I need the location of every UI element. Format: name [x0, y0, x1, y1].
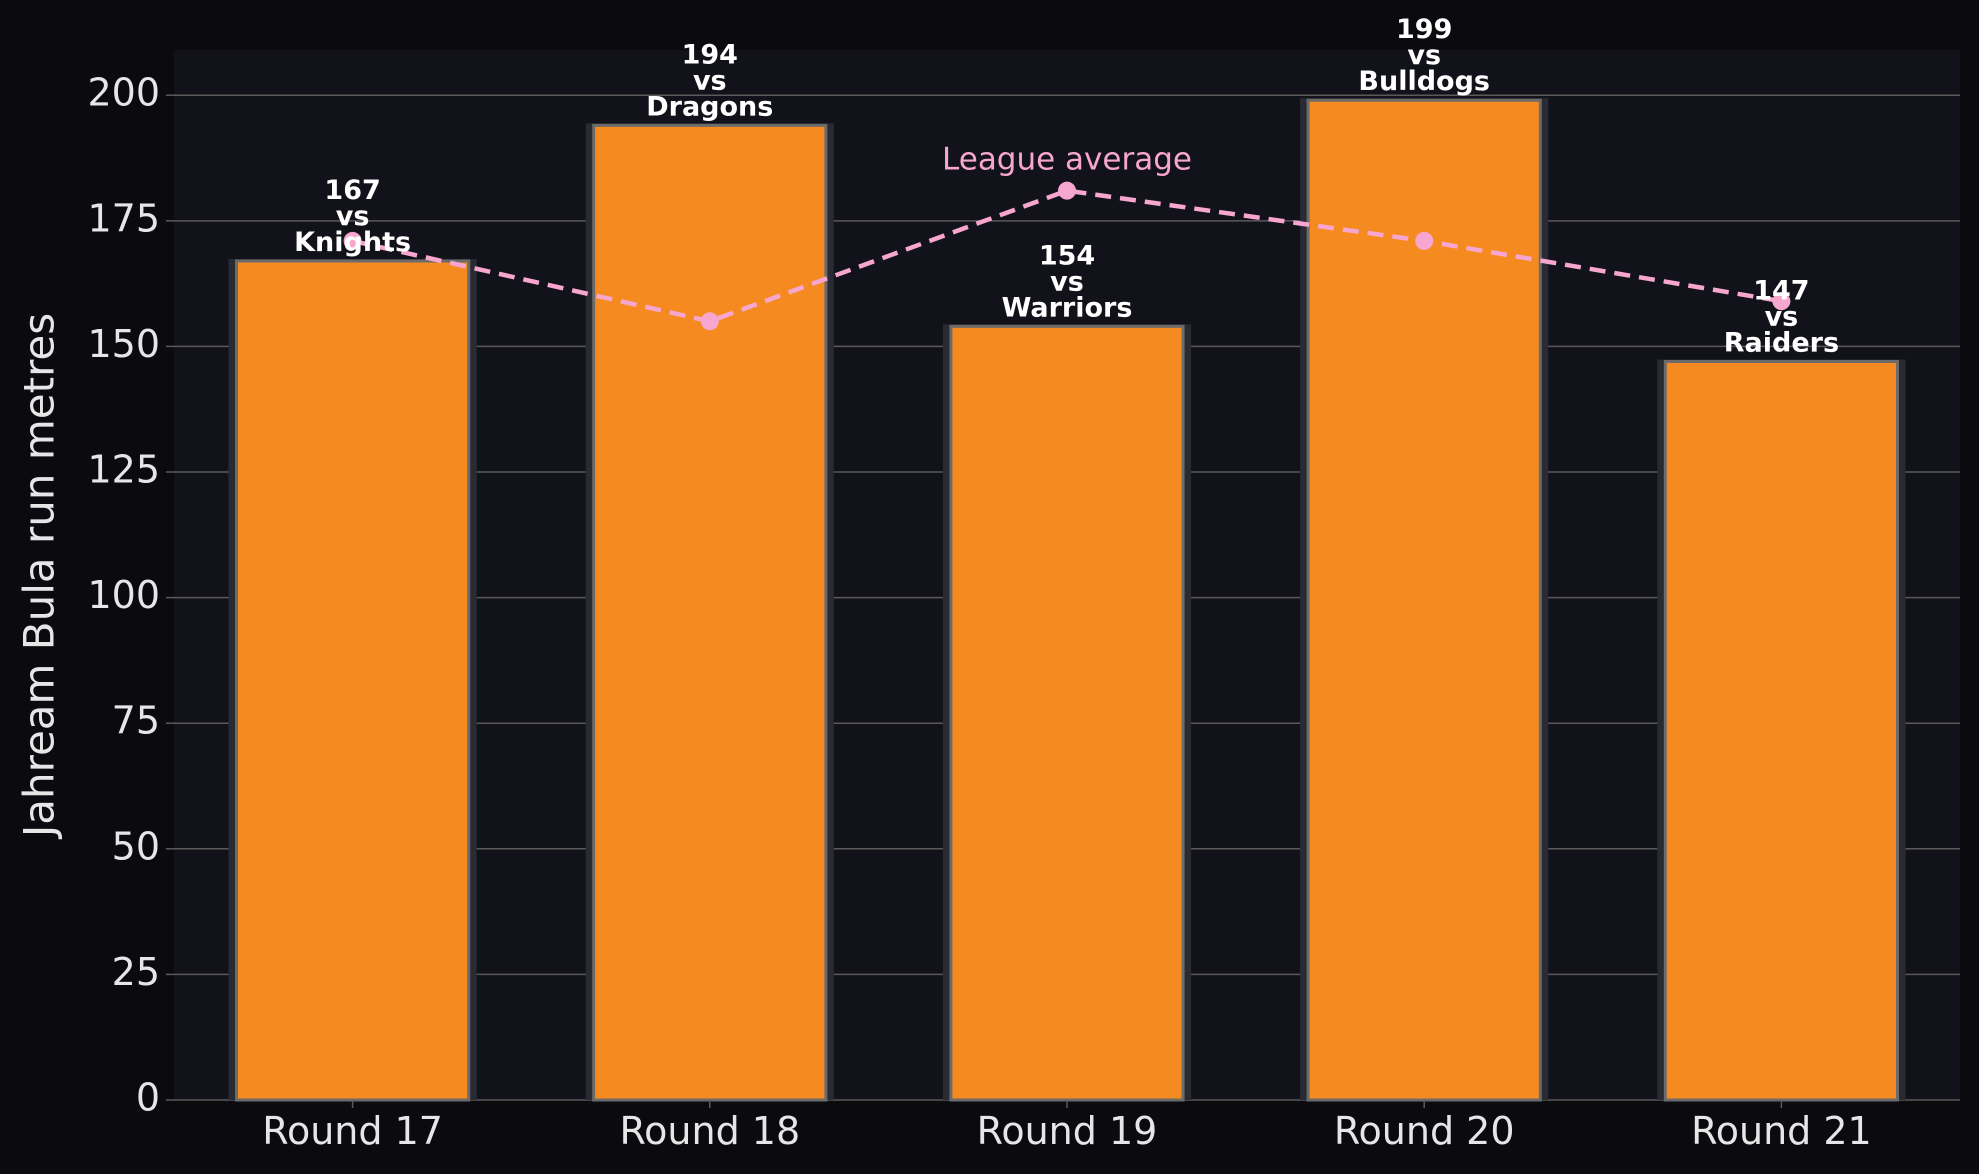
- bar-value-label: 194: [682, 39, 738, 70]
- bar-opponent-label: Knights: [294, 227, 411, 258]
- bar: [592, 123, 828, 1102]
- bar: [235, 259, 471, 1102]
- x-tick-label: Round 20: [1334, 1109, 1515, 1153]
- y-tick-label: 150: [87, 322, 160, 366]
- bar-opponent-label: Raiders: [1724, 327, 1839, 358]
- y-axis-ticks: 0 25 50 75 100 125 150 175 200: [87, 71, 174, 1120]
- y-tick-label: 25: [112, 950, 160, 994]
- y-tick-label: 200: [87, 71, 160, 115]
- y-tick-label: 100: [87, 573, 160, 617]
- bar-opponent-label: Dragons: [646, 91, 773, 122]
- x-tick-label: Round 21: [1691, 1109, 1872, 1153]
- bar-opponent-label: Warriors: [1002, 292, 1133, 323]
- bar-vs-label: vs: [1407, 40, 1441, 71]
- bar-vs-label: vs: [336, 201, 370, 232]
- league-average-line: [343, 181, 1791, 331]
- bar-value-label: 199: [1396, 14, 1452, 45]
- x-tick-label: Round 19: [977, 1109, 1158, 1153]
- league-average-point: [1058, 181, 1076, 200]
- bar-opponent-label: Bulldogs: [1358, 66, 1490, 97]
- y-tick-label: 125: [87, 448, 160, 492]
- bar-value-label: 147: [1753, 275, 1809, 306]
- y-axis-title: Jahream Bula run metres: [15, 313, 64, 840]
- bar-vs-label: vs: [1050, 266, 1084, 297]
- bar: [1663, 359, 1899, 1102]
- data-labels: 167vsKnights194vsDragons154vsWarriors199…: [294, 14, 1839, 358]
- league-average-point: [1415, 231, 1434, 250]
- x-tick-label: Round 18: [619, 1109, 800, 1153]
- league-average-label: League average: [942, 142, 1192, 178]
- league-average-polyline: [352, 188, 1782, 324]
- bar-value-label: 154: [1039, 240, 1095, 271]
- x-axis-ticks: Round 17 Round 18 Round 19 Round 20 Round 21: [262, 1100, 1872, 1153]
- bar-value-label: 167: [324, 175, 380, 206]
- bar-vs-label: vs: [1765, 301, 1799, 332]
- y-tick-label: 75: [112, 699, 160, 743]
- bar: [949, 324, 1185, 1102]
- bar: [1306, 98, 1542, 1102]
- league-average-point: [1772, 292, 1791, 311]
- y-tick-label: 0: [136, 1076, 160, 1120]
- y-tick-label: 50: [112, 824, 160, 868]
- x-tick-label: Round 17: [262, 1109, 443, 1153]
- bar-vs-label: vs: [693, 65, 727, 96]
- league-average-point: [343, 231, 362, 250]
- league-average-point: [700, 312, 719, 331]
- y-tick-label: 175: [87, 196, 160, 240]
- bars: [228, 98, 1906, 1102]
